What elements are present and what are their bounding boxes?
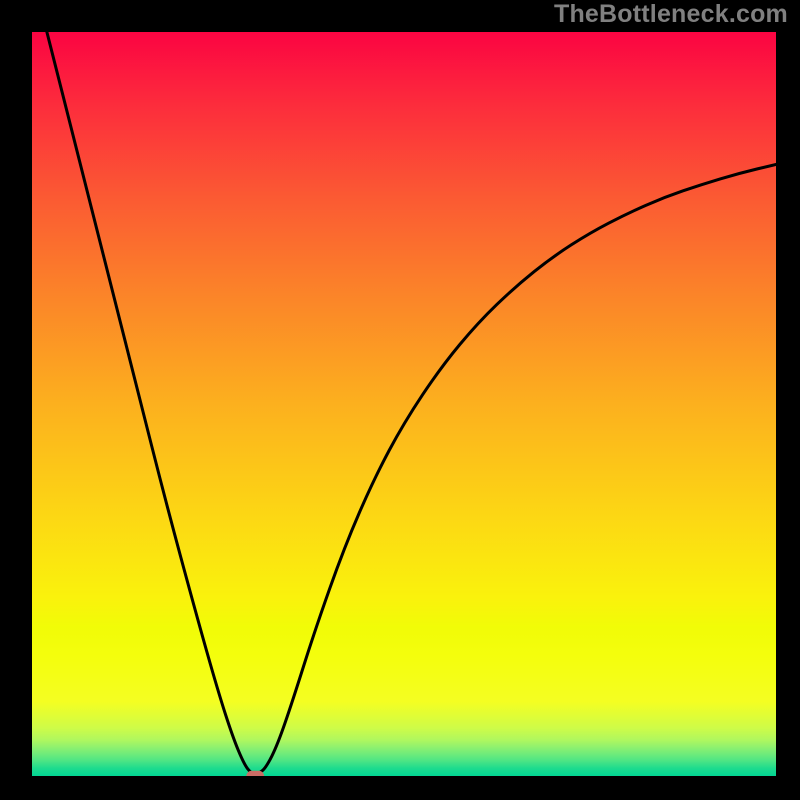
plot-svg [32,32,776,776]
chart-stage: TheBottleneck.com [0,0,800,800]
plot-background [32,32,776,776]
min-marker [246,771,264,776]
bottleneck-plot [32,32,776,776]
watermark-text: TheBottleneck.com [554,0,788,29]
